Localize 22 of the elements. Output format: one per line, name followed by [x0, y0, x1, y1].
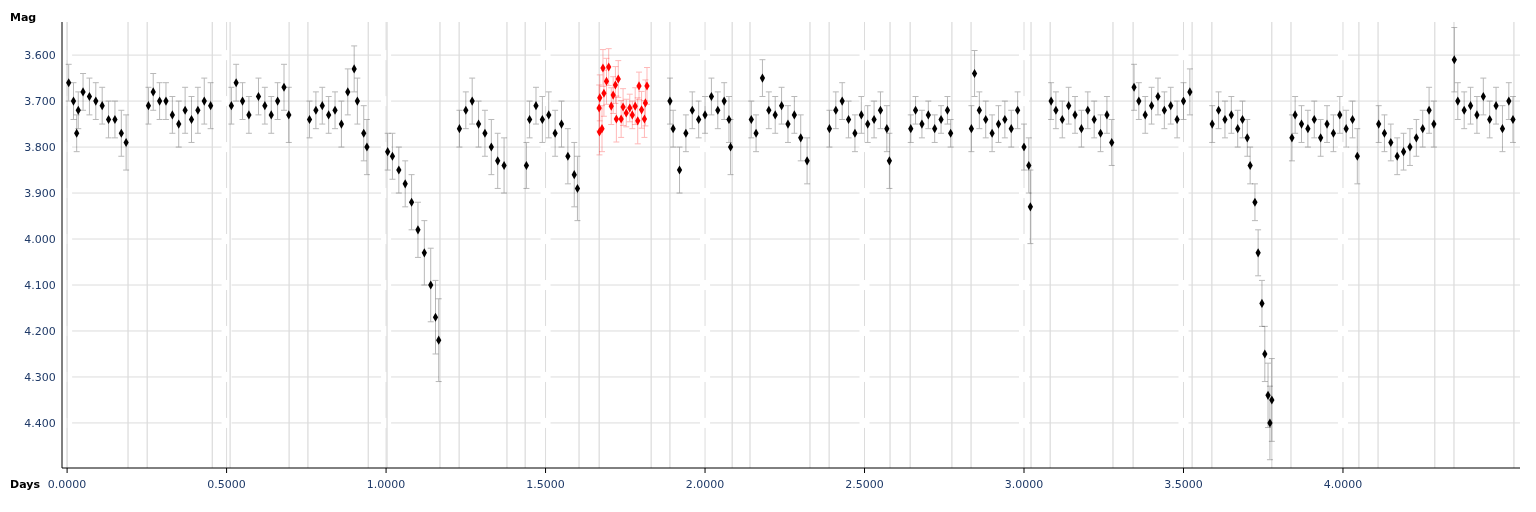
- y-tick-label: 3.600: [24, 48, 56, 62]
- y-tick-label: 4.400: [24, 416, 56, 430]
- y-tick-label: 4.100: [24, 278, 56, 292]
- y-tick-label: 4.200: [24, 324, 56, 338]
- x-tick-label: 0.5000: [207, 478, 246, 491]
- y-tick-label: 3.900: [24, 186, 56, 200]
- point: [612, 80, 619, 90]
- y-axis-title: Mag: [10, 11, 37, 24]
- x-tick-label: 4.0000: [1323, 478, 1363, 491]
- x-tick-label: 1.0000: [366, 478, 406, 491]
- x-tick-label: 3.0000: [1004, 478, 1044, 491]
- y-tick-label: 4.300: [24, 370, 56, 384]
- y-tick-label: 3.800: [24, 140, 56, 154]
- point: [638, 105, 645, 115]
- x-tick-label: 2.5000: [845, 478, 884, 491]
- x-tick-label: 1.5000: [526, 478, 565, 491]
- x-tick-label: 3.5000: [1164, 478, 1203, 491]
- x-tick-label: 2.0000: [685, 478, 725, 491]
- x-tick-label: 0.0000: [47, 478, 87, 491]
- y-tick-label: 4.000: [24, 232, 56, 246]
- y-tick-label: 3.700: [24, 94, 56, 108]
- x-axis-title: Days: [10, 478, 41, 491]
